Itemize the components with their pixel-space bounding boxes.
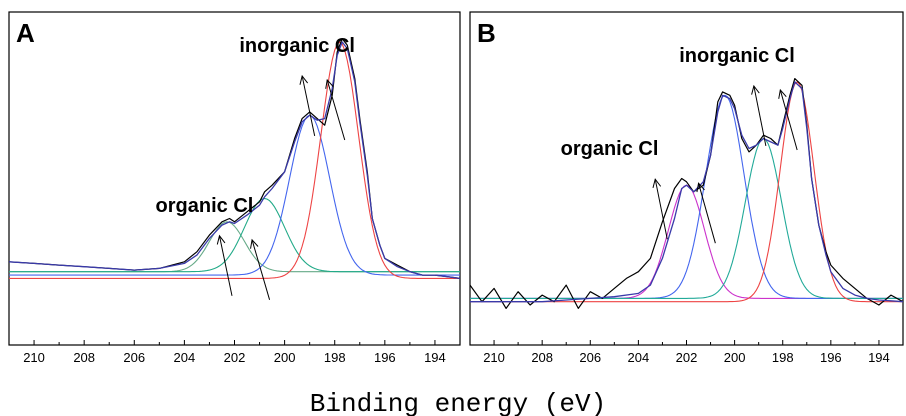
panel-b-x-tick-label: 210 <box>483 350 505 365</box>
panel-b-letter: B <box>477 18 496 48</box>
panel-a-annotation-label: organic Cl <box>156 195 254 217</box>
panel-b-annotation-label: inorganic Cl <box>679 45 795 67</box>
panel-b-component-peak <box>470 94 903 299</box>
panel-a-annotation-label: inorganic Cl <box>239 35 355 57</box>
panel-a-x-tick-label: 206 <box>123 350 145 365</box>
panel-b-x-tick-label: 200 <box>724 350 746 365</box>
panel-a-x-tick-label: 194 <box>424 350 446 365</box>
panel-b-arrowhead-icon <box>652 178 662 189</box>
panel-a-arrowhead-icon <box>216 234 226 245</box>
panel-a-component-peak <box>9 221 460 273</box>
panel-a-letter: A <box>16 18 35 48</box>
panel-b-annotation-arrow <box>654 179 668 240</box>
panel-a-arrowhead-icon <box>325 78 334 89</box>
panel-b-arrowhead-icon <box>751 84 760 95</box>
panel-b-annotation-arrow <box>779 89 798 151</box>
panel-b-component-peak <box>470 137 903 299</box>
panel-a-annotation-arrow <box>326 79 346 141</box>
panel-b-annotation-arrow <box>698 183 716 244</box>
panel-b-fitted-envelope-line <box>470 81 904 303</box>
panel-a: A 210 208 206 204 202 200 198 196 194 inorganic … <box>8 11 461 365</box>
panel-a-components <box>9 41 460 279</box>
panel-b-traces <box>469 77 904 309</box>
panel-b-x-tick-label: 202 <box>676 350 698 365</box>
panel-a-component-peak <box>9 114 460 276</box>
panel-b-component-peak <box>470 81 903 303</box>
panel-b-arrowhead-icon <box>778 88 787 99</box>
panel-a-annotation-arrow <box>301 75 316 137</box>
panel-a-x-tick-label: 204 <box>174 350 196 365</box>
panel-a-component-peak <box>9 41 460 279</box>
panel-a-frame <box>8 11 461 346</box>
panel-a-x-tick-label: 200 <box>274 350 296 365</box>
panel-b-x-tick-label: 198 <box>772 350 794 365</box>
panel-b-x-tick-label: 208 <box>531 350 553 365</box>
panel-a-annotation-arrow <box>251 239 271 300</box>
panel-a-component-peak <box>9 197 460 273</box>
panel-a-x-tick-label: 210 <box>23 350 45 365</box>
panel-a-annotations: inorganic Cl organic Cl <box>156 35 355 300</box>
panel-a-traces <box>8 37 461 280</box>
panel-a-x-tick-label: 196 <box>374 350 396 365</box>
panel-a-x-ticks: 210 208 206 204 202 200 198 196 194 <box>23 340 446 365</box>
panel-b-x-tick-label: 196 <box>820 350 842 365</box>
panel-a-x-tick-label: 202 <box>224 350 246 365</box>
x-axis-label: Binding energy (eV) <box>310 389 606 416</box>
panel-a-x-tick-label: 208 <box>73 350 95 365</box>
panel-a-raw-spectrum-line <box>8 37 461 279</box>
panel-b: B 210 208 206 204 202 200 198 196 194 inorganic … <box>469 11 904 365</box>
panel-b-x-tick-label: 206 <box>579 350 601 365</box>
panel-b-x-ticks: 210 208 206 204 202 200 198 196 194 <box>483 340 890 365</box>
panel-b-annotation-label: organic Cl <box>561 138 659 160</box>
panel-b-x-tick-label: 194 <box>868 350 890 365</box>
panel-b-x-tick-label: 204 <box>628 350 650 365</box>
panel-b-annotations: inorganic Cl organic Cl <box>561 45 798 244</box>
panel-a-fitted-envelope-line <box>8 41 461 280</box>
panel-b-raw-spectrum-line <box>469 77 904 309</box>
panel-a-x-tick-label: 198 <box>324 350 346 365</box>
panel-a-annotation-arrow <box>218 235 233 296</box>
panel-a-arrowhead-icon <box>299 74 309 85</box>
panel-b-annotation-arrow <box>753 85 767 147</box>
panel-b-components <box>470 81 903 303</box>
panel-a-arrowhead-icon <box>250 238 259 249</box>
panel-b-arrowhead-icon <box>696 182 705 193</box>
